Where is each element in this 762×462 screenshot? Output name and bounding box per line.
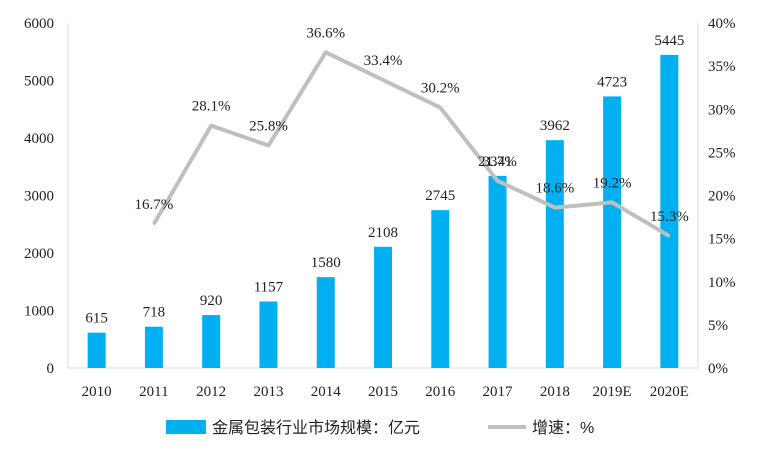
left-y-tick-label: 2000 xyxy=(24,246,54,262)
bar-value-label: 1580 xyxy=(311,255,341,271)
legend-line-label: 增速：% xyxy=(532,419,594,437)
right-y-tick-label: 0% xyxy=(708,361,728,377)
growth-value-label: 16.7% xyxy=(135,197,174,213)
bar xyxy=(202,315,221,368)
x-tick-label: 2012 xyxy=(196,384,226,400)
legend-bar-swatch xyxy=(166,420,206,434)
growth-value-label: 25.8% xyxy=(249,118,288,134)
growth-value-label: 28.1% xyxy=(192,99,231,115)
growth-point xyxy=(496,179,499,182)
bar-value-label: 4723 xyxy=(597,74,627,90)
x-tick-label: 2016 xyxy=(425,384,456,400)
growth-point xyxy=(210,124,213,127)
right-y-tick-label: 25% xyxy=(708,145,736,161)
bar-value-label: 2108 xyxy=(368,225,398,241)
bar-value-label: 5445 xyxy=(654,33,684,49)
bar xyxy=(259,301,278,368)
left-y-tick-label: 1000 xyxy=(24,304,54,320)
x-tick-label: 2015 xyxy=(368,384,398,400)
right-y-tick-label: 5% xyxy=(708,318,728,334)
left-y-tick-label: 3000 xyxy=(24,189,54,205)
bar-value-label: 2745 xyxy=(425,188,455,204)
right-y-tick-label: 40% xyxy=(708,16,736,32)
growth-value-label: 19.2% xyxy=(593,175,632,191)
bar-value-label: 3962 xyxy=(540,118,570,134)
bar xyxy=(144,326,163,368)
legend-bar-label: 金属包装行业市场规模：亿元 xyxy=(212,419,420,437)
bar-value-label: 718 xyxy=(143,305,166,321)
growth-point xyxy=(152,222,155,225)
bar-value-label: 615 xyxy=(85,311,108,327)
x-tick-label: 2010 xyxy=(82,384,112,400)
growth-point xyxy=(439,106,442,109)
bar-value-label: 920 xyxy=(200,293,223,309)
left-y-tick-label: 5000 xyxy=(24,74,54,90)
bar-value-label: 1157 xyxy=(254,279,284,295)
growth-value-label: 30.2% xyxy=(421,81,460,97)
bar xyxy=(431,210,450,368)
bar xyxy=(488,175,507,368)
bar xyxy=(603,96,622,369)
bar xyxy=(660,54,679,368)
right-y-tick-label: 35% xyxy=(708,59,736,75)
left-y-tick-label: 4000 xyxy=(24,131,54,147)
growth-value-label: 15.3% xyxy=(650,209,689,225)
right-y-tick-label: 15% xyxy=(708,232,736,248)
growth-value-label: 33.4% xyxy=(364,53,403,69)
growth-value-label: 21.7% xyxy=(478,154,517,170)
right-y-tick-label: 20% xyxy=(708,189,736,205)
growth-point xyxy=(553,206,556,209)
bar xyxy=(374,246,392,368)
growth-value-label: 36.6% xyxy=(306,25,345,41)
growth-point xyxy=(668,235,671,238)
bar-series xyxy=(87,54,679,369)
growth-line xyxy=(152,50,671,238)
left-y-tick-label: 0 xyxy=(47,361,55,377)
axes: 0 1000 2000 3000 4000 5000 6000 0% 5% 10% 15% 20% 25… xyxy=(24,16,736,400)
bar xyxy=(545,140,564,368)
x-tick-label: 2011 xyxy=(139,384,168,400)
bar xyxy=(316,277,335,368)
legend: 金属包装行业市场规模：亿元 增速：% xyxy=(166,419,594,437)
line-series xyxy=(152,50,671,238)
x-tick-label: 2019E xyxy=(593,384,632,400)
bar-value-label: 3341 xyxy=(483,154,513,170)
growth-point xyxy=(324,51,327,54)
growth-point xyxy=(611,201,614,204)
right-y-tick-label: 10% xyxy=(708,275,736,291)
x-tick-label: 2017 xyxy=(483,384,514,400)
x-tick-label: 2013 xyxy=(253,384,283,400)
growth-point xyxy=(267,144,270,147)
x-tick-label: 2014 xyxy=(311,384,342,400)
growth-value-label: 18.6% xyxy=(535,181,574,197)
data-labels: 615 718 920 1157 1580 2108 2745 3341 3962 4723 544… xyxy=(85,25,688,326)
x-tick-label: 2018 xyxy=(540,384,570,400)
growth-point xyxy=(382,78,384,81)
x-tick-label: 2020E xyxy=(650,384,689,400)
left-y-tick-label: 6000 xyxy=(24,16,54,32)
right-y-tick-label: 30% xyxy=(708,102,736,118)
bar xyxy=(87,332,106,368)
